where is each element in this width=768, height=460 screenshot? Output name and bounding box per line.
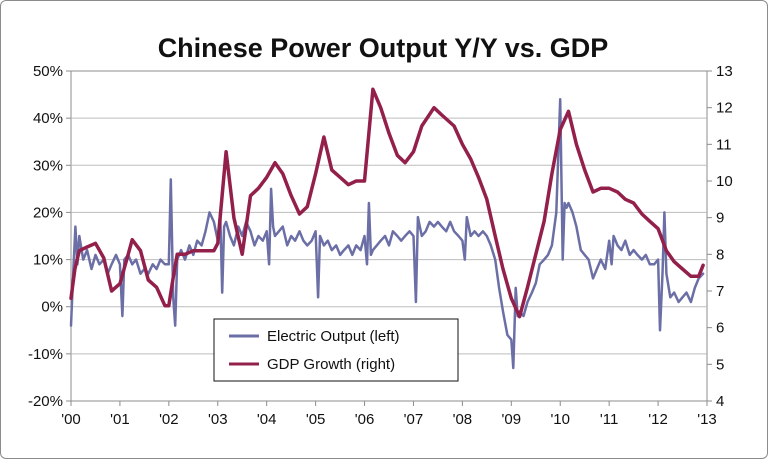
x-tick-label: '11 <box>600 411 618 428</box>
y-tick-label-left: 10% <box>33 252 63 269</box>
x-tick-label: '07 <box>404 411 424 428</box>
x-tick-label: '05 <box>306 411 326 428</box>
y-tick-label-left: 20% <box>33 204 63 221</box>
y-tick-label-right: 12 <box>716 100 733 117</box>
x-tick-label: '04 <box>257 411 277 428</box>
series-line-gdp-growth <box>69 87 705 319</box>
y-tick-label-left: 50% <box>33 63 63 80</box>
x-tick-label: '00 <box>61 411 81 428</box>
legend-box <box>213 318 459 382</box>
chart-title: Chinese Power Output Y/Y vs. GDP <box>158 33 609 63</box>
legend-label-electric-output: Electric Output (left) <box>267 328 400 345</box>
x-tick-label: '08 <box>453 411 473 428</box>
y-tick-label-left: 40% <box>33 110 63 127</box>
x-tick-label: '12 <box>648 411 668 428</box>
y-tick-label-right: 5 <box>716 356 724 373</box>
x-tick-label: '01 <box>110 411 130 428</box>
x-tick-label: '06 <box>355 411 375 428</box>
y-tick-label-left: 30% <box>33 157 63 174</box>
y-tick-label-right: 6 <box>716 320 724 337</box>
y-tick-label-right: 10 <box>716 173 733 190</box>
axis-layer: -20% -10% 0% 10% 20% 30% 40% 50% 4 5 6 7 8 9 10 11 12 13 '… <box>28 63 733 428</box>
y-tick-label-right: 4 <box>716 393 724 410</box>
legend: Electric Output (left) GDP Growth (right… <box>213 318 459 382</box>
x-tick-label: '09 <box>502 411 522 428</box>
series-line-electric-output <box>69 98 705 370</box>
legend-label-gdp-growth: GDP Growth (right) <box>267 356 395 373</box>
y-tick-label-left: 0% <box>41 299 63 316</box>
y-tick-label-right: 9 <box>716 210 724 227</box>
y-tick-label-right: 11 <box>716 136 732 153</box>
series-layer <box>69 87 705 370</box>
y-tick-label-left: -20% <box>28 393 63 410</box>
x-tick-label: '02 <box>159 411 179 428</box>
x-tick-label: '13 <box>697 411 717 428</box>
y-tick-label-right: 7 <box>716 283 724 300</box>
x-tick-label: '03 <box>208 411 228 428</box>
y-tick-label-right: 8 <box>716 246 724 263</box>
y-tick-label-left: -10% <box>28 346 63 363</box>
y-tick-label-right: 13 <box>716 63 733 80</box>
x-tick-label: '10 <box>550 411 570 428</box>
